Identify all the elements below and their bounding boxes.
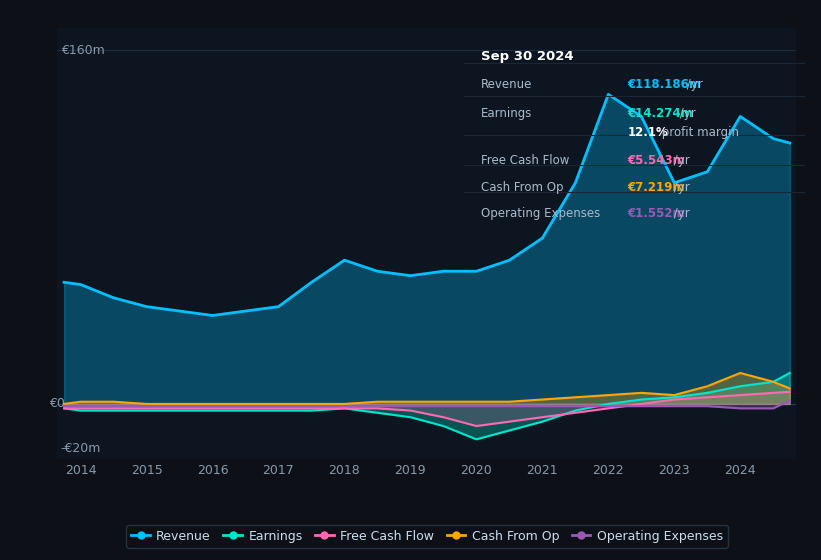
Text: Earnings: Earnings — [481, 108, 532, 120]
Text: /yr: /yr — [670, 153, 690, 167]
Text: /yr: /yr — [682, 78, 702, 91]
Text: Free Cash Flow: Free Cash Flow — [481, 153, 569, 167]
Text: €14.274m: €14.274m — [627, 108, 693, 120]
Text: Revenue: Revenue — [481, 78, 532, 91]
Text: €118.186m: €118.186m — [627, 78, 701, 91]
Text: €0: €0 — [49, 398, 65, 410]
Text: Operating Expenses: Operating Expenses — [481, 207, 600, 220]
Text: -€20m: -€20m — [61, 442, 101, 455]
Text: profit margin: profit margin — [658, 126, 739, 139]
Text: /yr: /yr — [670, 181, 690, 194]
Text: €7.219m: €7.219m — [627, 181, 685, 194]
Text: €5.543m: €5.543m — [627, 153, 686, 167]
Legend: Revenue, Earnings, Free Cash Flow, Cash From Op, Operating Expenses: Revenue, Earnings, Free Cash Flow, Cash … — [126, 525, 727, 548]
Text: Cash From Op: Cash From Op — [481, 181, 563, 194]
Text: /yr: /yr — [670, 207, 690, 220]
Text: Sep 30 2024: Sep 30 2024 — [481, 50, 574, 63]
Text: 12.1%: 12.1% — [627, 126, 668, 139]
Text: €160m: €160m — [61, 44, 104, 57]
Text: €1.552m: €1.552m — [627, 207, 685, 220]
Text: /yr: /yr — [677, 108, 696, 120]
